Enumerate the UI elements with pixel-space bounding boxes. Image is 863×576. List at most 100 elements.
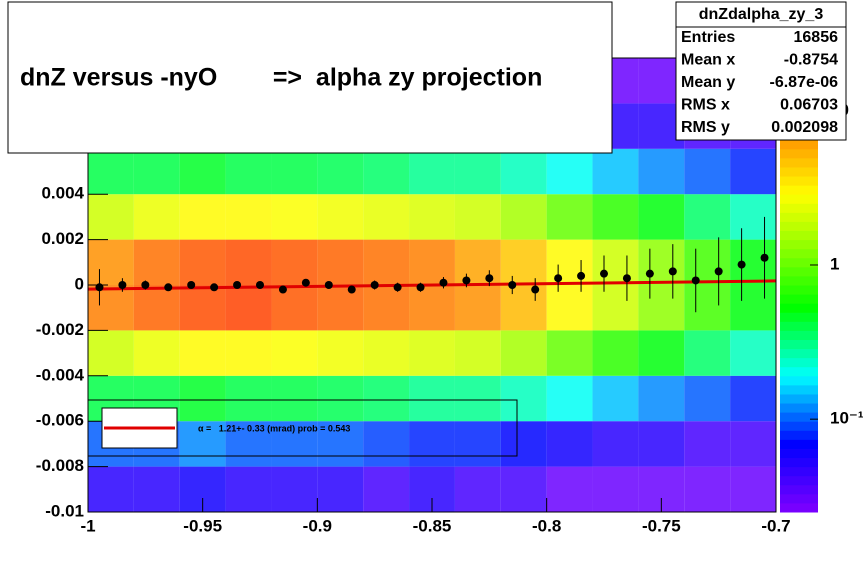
heatmap-cell xyxy=(638,330,685,376)
heatmap-cell xyxy=(500,330,547,376)
color-scale-band xyxy=(780,303,818,313)
heatmap-cell xyxy=(88,148,134,195)
profile-point xyxy=(760,253,769,262)
y-tick-label: -0.008 xyxy=(36,456,84,475)
heatmap-cell xyxy=(454,285,501,331)
heatmap-cell xyxy=(500,466,547,512)
heatmap-cell xyxy=(454,375,501,422)
heatmap-cell xyxy=(179,194,226,240)
color-scale-band xyxy=(780,330,818,340)
color-scale-band xyxy=(780,339,818,350)
stats-box xyxy=(675,1,847,141)
heatmap-cell xyxy=(225,421,272,467)
color-scale-band xyxy=(780,475,818,486)
y-tick-label: -0.002 xyxy=(36,320,84,339)
color-scale-band xyxy=(780,412,818,422)
color-scale-band xyxy=(780,139,818,150)
color-scale-band xyxy=(780,157,818,168)
heatmap-cell xyxy=(684,239,731,285)
heatmap-cell xyxy=(225,148,272,195)
heatmap-cell xyxy=(638,285,685,331)
heatmap-cell xyxy=(730,466,776,512)
heatmap-cell xyxy=(133,194,180,240)
profile-point xyxy=(508,281,517,289)
heatmap-cell xyxy=(409,239,455,285)
color-scale-band xyxy=(780,275,818,286)
heatmap-cell xyxy=(363,330,410,376)
profile-point xyxy=(164,283,173,292)
profile-point xyxy=(416,283,425,292)
heatmap-cell xyxy=(317,194,364,240)
heatmap-cell xyxy=(271,148,318,195)
x-tick-label: -1 xyxy=(80,516,95,535)
heatmap-cell xyxy=(179,330,226,376)
y-tick-label: 0 xyxy=(75,274,84,293)
profile-point xyxy=(301,278,310,287)
heatmap-cell xyxy=(317,375,364,422)
profile-point xyxy=(645,269,654,278)
color-scale-band xyxy=(780,484,818,495)
color-scale-band xyxy=(780,457,818,468)
heatmap-cell xyxy=(730,148,776,195)
heatmap-cell xyxy=(546,421,593,467)
color-scale-band xyxy=(780,285,818,295)
color-scale-band xyxy=(780,321,818,331)
heatmap-cell xyxy=(684,421,731,467)
profile-point xyxy=(393,283,402,292)
x-tick-label: -0.9 xyxy=(303,516,332,535)
profile-point xyxy=(737,260,746,269)
heatmap-cell xyxy=(317,239,364,285)
heatmap-cell xyxy=(546,330,593,376)
stats-name: Mean x xyxy=(681,52,735,69)
color-scale-band xyxy=(780,375,818,386)
heatmap-cell xyxy=(317,466,364,512)
heatmap-cell xyxy=(363,148,410,195)
stats-value: 16856 xyxy=(794,29,839,46)
y-tick-label: -0.006 xyxy=(36,411,84,430)
heatmap-cell xyxy=(133,148,180,195)
color-scale-band xyxy=(780,384,818,395)
heatmap-cell xyxy=(592,330,639,376)
x-tick-label: -0.95 xyxy=(183,516,222,535)
color-scale-band xyxy=(780,212,818,222)
heatmap-cell xyxy=(592,194,639,240)
profile-point xyxy=(622,274,631,283)
color-scale-band xyxy=(780,221,818,232)
heatmap-cell xyxy=(225,194,272,240)
y-tick-label: 0.004 xyxy=(41,184,84,203)
y-tick-label: -0.004 xyxy=(36,365,85,384)
heatmap-cell xyxy=(638,194,685,240)
color-scale-band xyxy=(780,466,818,477)
stats-name: RMS x xyxy=(681,97,730,114)
heatmap-cell xyxy=(271,194,318,240)
heatmap-cell xyxy=(684,375,731,422)
color-scale-band xyxy=(780,194,818,204)
heatmap-cell xyxy=(500,148,547,195)
heatmap-cell xyxy=(500,421,547,467)
heatmap-cell xyxy=(225,375,272,422)
color-scale-band xyxy=(780,403,818,413)
color-scale-band xyxy=(780,239,818,250)
heatmap-cell xyxy=(133,466,180,512)
profile-point xyxy=(577,271,586,280)
profile-point xyxy=(370,281,379,289)
heatmap-cell xyxy=(454,466,501,512)
heatmap-cell xyxy=(133,330,180,376)
heatmap-cell xyxy=(730,330,776,376)
heatmap-cell xyxy=(363,194,410,240)
heatmap-cell xyxy=(592,375,639,422)
heatmap-cell xyxy=(638,148,685,195)
profile-point xyxy=(531,285,540,294)
heatmap-cell xyxy=(88,194,134,240)
color-scale-band xyxy=(780,257,818,268)
heatmap-cell xyxy=(271,421,318,467)
color-scale-band xyxy=(780,421,818,431)
legend-frame xyxy=(87,399,518,457)
color-scale-band xyxy=(780,266,818,277)
heatmap-cell xyxy=(500,194,547,240)
heatmap-cell xyxy=(225,285,272,331)
profile-point xyxy=(278,285,287,294)
color-scale-band xyxy=(780,366,818,377)
heatmap-cell xyxy=(409,421,455,467)
y-tick-label: 0.002 xyxy=(41,229,84,248)
